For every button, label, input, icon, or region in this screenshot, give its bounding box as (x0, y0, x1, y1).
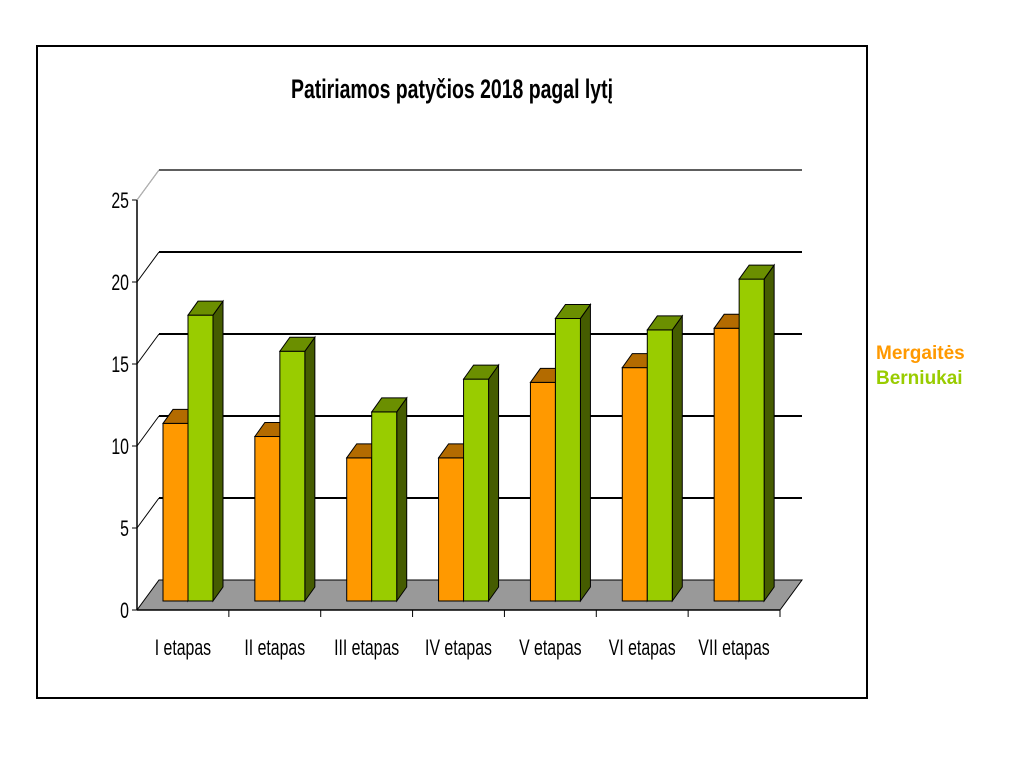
bar-side (304, 335, 316, 603)
bar-top (187, 300, 224, 316)
bar-front (646, 329, 673, 602)
bar-side (396, 396, 408, 603)
ytick-label-25: 25 (111, 190, 129, 214)
bar-top (554, 303, 592, 319)
legend: Mergaitės Berniukai (876, 341, 965, 391)
ytick-label-5: 5 (120, 518, 129, 542)
bar-berniukai-2 (278, 335, 316, 603)
bar-top (370, 397, 408, 413)
bar-berniukai-7 (738, 263, 776, 603)
bar-front (371, 411, 398, 602)
gridline-side-20 (136, 251, 160, 283)
bar-berniukai-4 (462, 363, 500, 603)
gridline-side-10 (136, 415, 160, 447)
category-label-6: VI etapas (609, 637, 676, 661)
bar-top (646, 315, 684, 331)
bar-berniukai-6 (646, 314, 684, 603)
bar-front (254, 436, 281, 602)
bar-front (713, 327, 740, 602)
ytick-label-0: 0 (120, 600, 129, 624)
gridline-side-15 (136, 333, 160, 365)
category-label-2: II etapas (244, 637, 305, 661)
gridline-side-5 (136, 497, 160, 529)
legend-item-mergaites: Mergaitės (876, 343, 965, 364)
bar-berniukai-1 (187, 299, 224, 603)
chart-title: Patiriamos patyčios 2018 pagal lytį (291, 74, 613, 104)
category-label-3: III etapas (334, 637, 399, 661)
bar-front (187, 314, 214, 602)
bar-front (438, 457, 465, 602)
bar-front (279, 350, 306, 602)
bar-top (462, 364, 500, 380)
bar-front (738, 278, 765, 602)
bar-side (579, 302, 591, 603)
bar-side (212, 299, 224, 603)
category-label-5: V etapas (519, 637, 581, 661)
bar-side (671, 314, 683, 603)
ytick-label-15: 15 (111, 354, 129, 378)
ytick-label-20: 20 (111, 272, 129, 296)
bar-front (621, 367, 648, 602)
category-label-4: IV etapas (425, 637, 492, 661)
legend-item-berniukai: Berniukai (876, 368, 963, 389)
category-label-1: I etapas (155, 637, 211, 661)
y-axis-top-diag (136, 169, 160, 201)
bar-side (488, 363, 500, 603)
bar-front (162, 422, 189, 602)
bar-front (529, 381, 556, 602)
bar-berniukai-3 (370, 396, 408, 603)
bar-berniukai-5 (554, 302, 592, 603)
bar-front (554, 317, 581, 602)
bar-top (278, 336, 316, 352)
bar-front (463, 378, 490, 602)
bar-top (738, 264, 776, 280)
category-label-7: VII etapas (698, 637, 769, 661)
bar-front (346, 457, 373, 602)
bar-side (763, 263, 775, 603)
ytick-label-10: 10 (111, 436, 129, 460)
